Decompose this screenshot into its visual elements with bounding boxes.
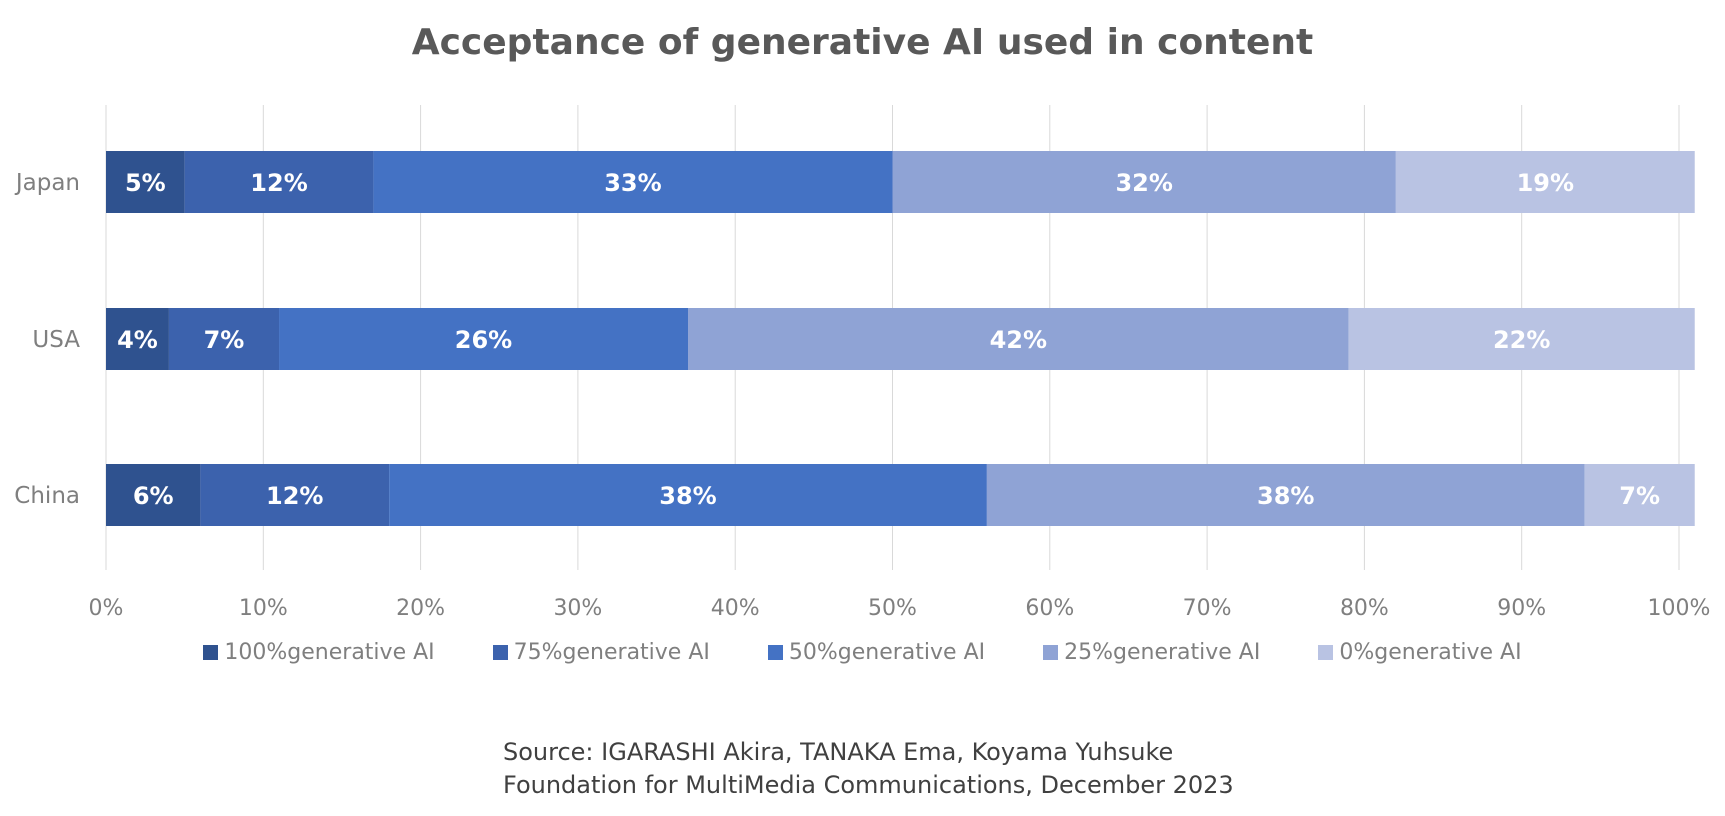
data-label: 38% <box>1257 482 1314 510</box>
x-tick-label: 20% <box>396 596 445 621</box>
x-tick-label: 70% <box>1183 596 1232 621</box>
bar-segment <box>106 464 201 526</box>
bar-segment <box>200 464 390 526</box>
x-tick-label: 0% <box>89 596 124 621</box>
legend-item: 25%generative AI <box>1043 640 1260 665</box>
bar-segment <box>389 464 987 526</box>
x-tick-label: 90% <box>1497 596 1546 621</box>
data-label: 33% <box>604 169 661 197</box>
source-line-2: Foundation for MultiMedia Communications… <box>503 771 1234 799</box>
bar-segment <box>279 308 689 370</box>
x-tick-label: 80% <box>1340 596 1389 621</box>
data-label: 7% <box>1619 482 1660 510</box>
chart-legend: 100%generative AI 75%generative AI 50%gene… <box>0 640 1725 665</box>
data-label: 5% <box>125 169 166 197</box>
legend-label: 100%generative AI <box>224 640 435 665</box>
data-label: 22% <box>1493 326 1550 354</box>
legend-label: 50%generative AI <box>788 640 986 665</box>
bar-segment <box>106 151 185 213</box>
x-tick-label: 40% <box>711 596 760 621</box>
bar-segment <box>373 151 893 213</box>
legend-swatch <box>492 645 508 660</box>
bar-segment <box>1584 464 1695 526</box>
data-label: 32% <box>1115 169 1172 197</box>
legend-item: 50%generative AI <box>767 640 986 665</box>
bar-segment <box>168 308 280 370</box>
legend-label: 0%generative AI <box>1339 640 1522 665</box>
x-tick-label: 60% <box>1025 596 1074 621</box>
source-line-1: Source: IGARASHI Akira, TANAKA Ema, Koya… <box>503 738 1174 766</box>
data-label: 38% <box>659 482 716 510</box>
legend-item: 100%generative AI <box>203 640 435 665</box>
legend-swatch <box>203 645 219 660</box>
legend-swatch <box>1043 645 1059 660</box>
category-label: China <box>14 483 80 509</box>
bar-segment <box>1395 151 1695 213</box>
source-note: Source: IGARASHI Akira, TANAKA Ema, Koya… <box>503 736 1234 802</box>
stacked-bar-chart: 0% 10% 20% 30% 40% 50% 60% 70% 80% 90% 100% Japan 5%… <box>14 105 1711 621</box>
bar-segment <box>986 464 1585 526</box>
legend-swatch <box>1318 645 1334 660</box>
data-label: 12% <box>266 482 323 510</box>
legend-label: 75%generative AI <box>513 640 710 665</box>
data-label: 12% <box>250 169 307 197</box>
data-label: 4% <box>117 326 158 354</box>
bar-segment <box>184 151 374 213</box>
category-label: Japan <box>14 170 80 196</box>
data-label: 6% <box>133 482 174 510</box>
bar-segment <box>106 308 169 370</box>
legend-label: 25%generative AI <box>1064 640 1261 665</box>
legend-item: 0%generative AI <box>1318 640 1522 665</box>
chart-title: Acceptance of generative AI used in cont… <box>411 22 1314 63</box>
data-label: 26% <box>455 326 512 354</box>
x-tick-label: 10% <box>239 596 288 621</box>
legend-item: 75%generative AI <box>492 640 710 665</box>
data-label: 19% <box>1517 169 1574 197</box>
data-label: 7% <box>204 326 245 354</box>
bar-segment <box>688 308 1349 370</box>
x-tick-label: 30% <box>553 596 602 621</box>
legend-swatch <box>767 645 783 660</box>
bar-segment <box>892 151 1396 213</box>
bar-segment <box>1348 308 1695 370</box>
x-tick-label: 100% <box>1648 596 1711 621</box>
data-label: 42% <box>990 326 1047 354</box>
category-label: USA <box>32 327 80 353</box>
x-tick-label: 50% <box>868 596 917 621</box>
